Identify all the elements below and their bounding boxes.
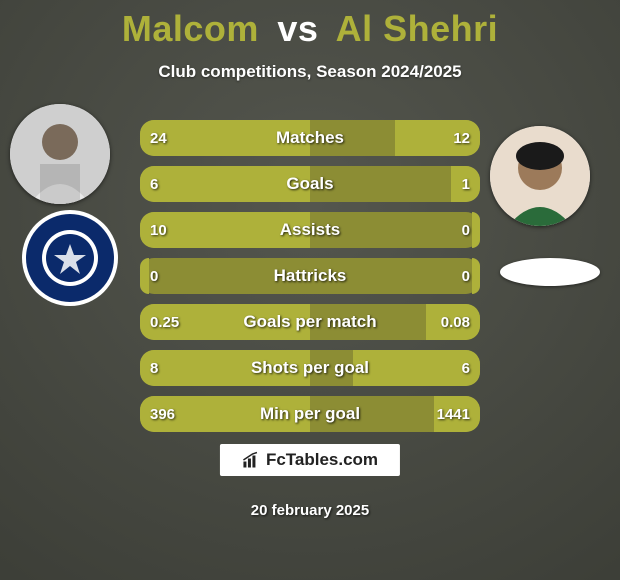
stat-value-left: 0 (140, 258, 168, 294)
stat-row: 3961441Min per goal (140, 396, 480, 432)
stat-value-right: 1441 (427, 396, 480, 432)
stat-value-left: 24 (140, 120, 177, 156)
stat-value-left: 6 (140, 166, 168, 202)
stat-value-right: 1 (452, 166, 480, 202)
brand-badge: FcTables.com (220, 444, 400, 476)
comparison-date: 20 february 2025 (0, 502, 620, 519)
player2-avatar (490, 126, 590, 226)
title-player1: Malcom (122, 8, 259, 49)
chart-icon (242, 451, 260, 469)
player1-avatar (10, 104, 110, 204)
stat-value-right: 12 (443, 120, 480, 156)
player2-club-badge (500, 258, 600, 286)
comparison-canvas: Malcom vs Al Shehri Club competitions, S… (0, 0, 620, 580)
stat-value-left: 396 (140, 396, 185, 432)
stat-value-left: 0.25 (140, 304, 189, 340)
brand-text: FcTables.com (266, 450, 378, 470)
stat-row: 86Shots per goal (140, 350, 480, 386)
stat-row: 61Goals (140, 166, 480, 202)
stat-value-left: 10 (140, 212, 177, 248)
stat-row: 100Assists (140, 212, 480, 248)
stat-value-right: 0.08 (431, 304, 480, 340)
stat-value-right: 0 (452, 258, 480, 294)
player1-club-badge (20, 208, 120, 308)
stats-bars: 2412Matches61Goals100Assists00Hattricks0… (140, 120, 480, 442)
club-badge-icon (20, 208, 120, 308)
stat-row: 0 0Hattricks (140, 258, 480, 294)
title-vs: vs (277, 8, 318, 49)
avatar-placeholder-icon (490, 126, 590, 226)
subtitle: Club competitions, Season 2024/2025 (0, 62, 620, 82)
stat-row: 2412Matches (140, 120, 480, 156)
stat-label: Hattricks (140, 258, 480, 294)
page-title: Malcom vs Al Shehri (0, 8, 620, 50)
title-player2: Al Shehri (336, 8, 499, 49)
stat-value-left: 8 (140, 350, 168, 386)
stat-value-right: 0 (452, 212, 480, 248)
stat-row: 0.250.08Goals per match (140, 304, 480, 340)
avatar-placeholder-icon (10, 104, 110, 204)
stat-value-right: 6 (452, 350, 480, 386)
